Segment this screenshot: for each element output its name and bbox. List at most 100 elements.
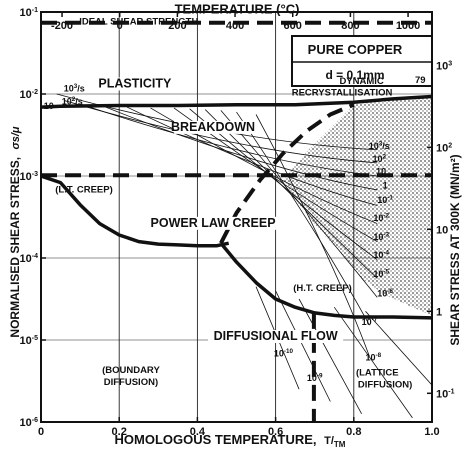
label-base: 10 (44, 101, 54, 111)
label-base: 10 (376, 166, 386, 176)
region-label: BREAKDOWN (171, 120, 255, 134)
title-box-frame (291, 35, 433, 87)
y-left-tick-label: 10-2 (20, 89, 39, 101)
chart-subtitle: d = 0.1mm (325, 68, 384, 82)
x-top-tick-label: 800 (341, 20, 359, 32)
x-tick-label: 0.4 (190, 426, 206, 438)
y-right-tick-label: 10 (436, 224, 448, 236)
y-right-tick-label: 102 (436, 142, 452, 154)
label-base: 10 (377, 195, 387, 205)
region-label: (L.T. CREEP) (55, 184, 113, 195)
strain-rate-contour (103, 105, 378, 191)
label-exponent: -1 (387, 194, 393, 201)
strain-rate-label: 10-8 (366, 352, 382, 363)
region-label: DIFFUSION) (358, 380, 412, 391)
x-tick-label: 0 (38, 426, 44, 438)
strain-rate-contour (255, 114, 370, 357)
strain-rate-label: 102/s (62, 96, 83, 107)
y-right-tick-label: 103 (436, 60, 452, 72)
region-label: (LATTICE (356, 367, 399, 378)
plot-frame (40, 11, 433, 423)
x-top-tick-label: -200 (51, 20, 73, 32)
region-label: DYNAMIC (339, 76, 383, 87)
x-axis-title-main: HOMOLOGOUS TEMPERATURE, (115, 432, 317, 447)
y-left-tick-label: 10-4 (20, 253, 39, 265)
label-exponent: 2 (448, 142, 452, 149)
y-left-tick-label: 10-1 (20, 7, 39, 19)
label-suffix: /s (75, 97, 83, 107)
label-exponent: 2 (72, 96, 76, 103)
label-base: 10 (362, 317, 372, 327)
strain-rate-contour (275, 290, 331, 402)
label-base: 10 (20, 7, 32, 19)
y-right-axis-title: SHEAR STRESS AT 300K (MN/m²) (448, 154, 462, 345)
label-exponent: 3 (448, 60, 452, 67)
x-top-tick-label: 200 (168, 20, 186, 32)
x-axis-ticks: 0 0.2 0.4 0.6 0.8 1.0 (38, 417, 440, 438)
strain-rate-label: 10-6 (377, 288, 393, 299)
region-label: POWER LAW CREEP (151, 216, 276, 230)
label-exponent: -9 (317, 372, 323, 379)
y-left-axis-ticks: 10-110-210-310-410-510-6 (20, 7, 46, 429)
region-label-backdrop (91, 77, 178, 91)
label-base: 10 (373, 213, 383, 223)
x-top-axis-ticks: -200 0 200 400 600 800 1000 (51, 12, 420, 32)
strain-rate-contour (333, 306, 413, 419)
region-label-backdrop (174, 120, 252, 134)
field-boundary (219, 242, 432, 320)
label-exponent: -2 (383, 213, 389, 220)
strain-rate-label: 10-1 (377, 194, 393, 205)
y-left-axis-title-main: NORMALISED SHEAR STRESS, (8, 157, 22, 338)
figure-number: 79 (415, 75, 426, 86)
y-left-axis-title-symbol: σs/μ (10, 126, 22, 149)
x-axis-title: HOMOLOGOUS TEMPERATURE, T/TM (115, 432, 346, 449)
y-left-tick-label: 10-3 (20, 171, 39, 183)
strain-rate-contour (365, 311, 432, 386)
label-base: 10 (366, 353, 376, 363)
label-exponent: -5 (32, 335, 38, 342)
dynamic-recrystallisation-region (283, 96, 432, 316)
label-base: 10 (436, 60, 448, 72)
label-base: 1 (383, 180, 388, 190)
label-base: 10 (372, 154, 382, 164)
chart-title: PURE COPPER (308, 42, 403, 57)
label-exponent: 3 (74, 83, 78, 90)
label-exponent: -4 (383, 249, 389, 256)
label-exponent: -8 (376, 352, 382, 359)
label-base: 10 (274, 348, 284, 358)
label-base: 10 (373, 250, 383, 260)
x-top-tick-label: 1000 (396, 20, 420, 32)
x-tick-label: 0.8 (346, 426, 361, 438)
x-top-axis-title: TEMPERATURE (°C) (175, 1, 300, 16)
region-label: RECRYSTALLISATION (292, 88, 393, 99)
label-exponent: -5 (383, 268, 389, 275)
label-exponent: -6 (387, 288, 393, 295)
y-right-tick-label: 10-1 (436, 388, 455, 400)
label-exponent: -6 (32, 417, 38, 424)
strain-rate-label: 10-9 (307, 372, 323, 383)
strain-rate-contours (56, 93, 432, 419)
region-label-backdrop (149, 216, 277, 230)
strain-rate-label: 10 (44, 101, 54, 111)
region-label: PLASTICITY (98, 76, 172, 90)
strain-rate-label: 10-4 (373, 249, 389, 260)
strain-rate-label: 10 (376, 166, 386, 176)
label-base: 10 (436, 388, 448, 400)
region-label: (BOUNDARY (102, 365, 160, 376)
strain-rate-contour (220, 110, 378, 298)
label-base: 10 (373, 269, 383, 279)
strain-rate-contour (298, 298, 362, 414)
label-exponent: -1 (448, 388, 454, 395)
region-label: DIFFUSIONAL FLOW (214, 329, 338, 343)
title-box: PURE COPPER d = 0.1mm 79 (291, 35, 433, 87)
label-exponent: -7 (372, 317, 378, 324)
field-boundary (219, 102, 355, 245)
x-top-tick-label: 600 (284, 20, 302, 32)
label-exponent: 3 (379, 140, 383, 147)
label-exponent: 2 (382, 153, 386, 160)
strain-rate-label: 1 (383, 180, 388, 190)
strain-rate-label: 10-3 (373, 231, 389, 242)
label-base: 10 (62, 97, 72, 107)
